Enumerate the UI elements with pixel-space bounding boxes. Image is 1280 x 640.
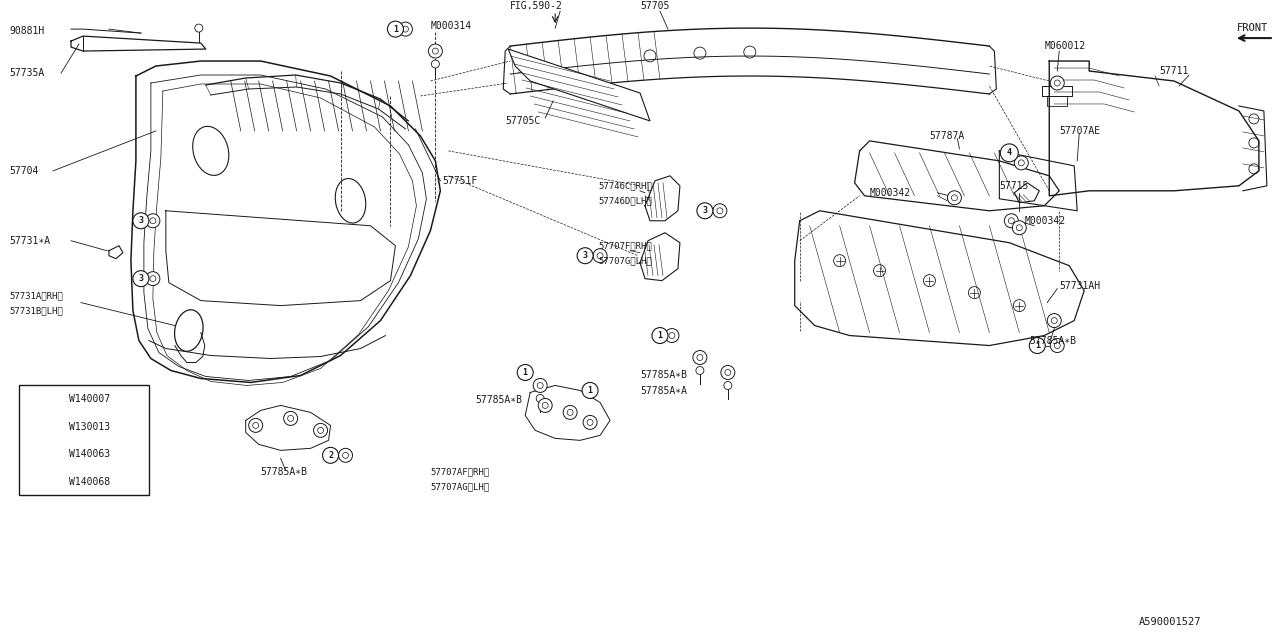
Circle shape [536,394,544,403]
Text: 1: 1 [522,368,527,377]
Text: 1: 1 [1034,341,1039,350]
Circle shape [1001,144,1019,162]
Circle shape [1014,156,1028,170]
Circle shape [1029,337,1046,353]
Circle shape [429,44,443,58]
Text: 1: 1 [588,386,593,395]
Circle shape [692,351,707,365]
Text: 57705C: 57705C [506,116,540,126]
Text: A590001527: A590001527 [1139,617,1202,627]
Text: 57711: 57711 [1160,66,1188,76]
Text: 1: 1 [37,395,42,404]
Text: 57785A∗B: 57785A∗B [261,467,307,477]
Circle shape [538,399,552,412]
Circle shape [593,249,607,262]
Circle shape [388,21,403,37]
Text: M000314: M000314 [430,21,471,31]
Text: FRONT: FRONT [1236,23,1268,33]
Text: 1: 1 [393,24,398,33]
Circle shape [248,419,262,433]
Circle shape [31,418,49,436]
Text: 57731B〈LH〉: 57731B〈LH〉 [9,306,63,315]
Text: 57746D〈LH〉: 57746D〈LH〉 [598,196,652,205]
Text: 2: 2 [328,451,333,460]
Text: 4: 4 [1007,148,1011,157]
Polygon shape [508,49,650,121]
Circle shape [696,367,704,374]
Circle shape [338,449,352,462]
Bar [19,385,148,495]
Text: 57785A∗A: 57785A∗A [640,387,687,396]
Text: 57731∗A: 57731∗A [9,236,50,246]
Circle shape [534,378,547,392]
Text: 57707AE: 57707AE [1060,126,1101,136]
Circle shape [31,472,49,490]
Text: W140007: W140007 [69,394,110,404]
Text: 3: 3 [138,216,143,225]
Text: W140068: W140068 [69,477,110,486]
Circle shape [721,365,735,380]
Circle shape [696,203,713,219]
Text: 1: 1 [658,331,663,340]
Circle shape [1012,221,1027,235]
Text: 57731A〈RH〉: 57731A〈RH〉 [9,291,63,300]
Circle shape [146,214,160,228]
Circle shape [31,390,49,408]
Circle shape [31,445,49,463]
Circle shape [652,328,668,344]
Circle shape [133,271,148,287]
Text: M000342: M000342 [869,188,910,198]
Circle shape [664,328,678,342]
Circle shape [431,60,439,68]
Text: 57731AH: 57731AH [1060,280,1101,291]
Circle shape [563,405,577,419]
Circle shape [398,22,412,36]
Circle shape [1051,76,1064,90]
Text: W140063: W140063 [69,449,110,459]
Text: 57707AF〈RH〉: 57707AF〈RH〉 [430,468,489,477]
Text: M000342: M000342 [1024,216,1065,226]
Text: 2: 2 [37,422,42,431]
Circle shape [713,204,727,218]
Text: 57704: 57704 [9,166,38,176]
Text: 90881H: 90881H [9,26,45,36]
Text: 57707G〈LH〉: 57707G〈LH〉 [598,256,652,265]
Circle shape [1051,339,1064,353]
Circle shape [1047,314,1061,328]
Circle shape [195,24,202,32]
Circle shape [323,447,338,463]
Text: W130013: W130013 [69,422,110,431]
Text: 57705: 57705 [640,1,669,11]
Circle shape [577,248,593,264]
Text: 57787A: 57787A [929,131,965,141]
Circle shape [284,412,298,426]
Circle shape [947,191,961,205]
Circle shape [314,424,328,437]
Text: 3: 3 [703,206,708,215]
Text: 57735A: 57735A [9,68,45,78]
Circle shape [517,365,534,380]
Text: 4: 4 [37,477,42,486]
Circle shape [146,271,160,285]
Text: 57751F: 57751F [443,176,477,186]
Circle shape [724,381,732,390]
Text: M060012: M060012 [1044,41,1085,51]
Circle shape [584,415,596,429]
Circle shape [133,212,148,228]
Text: FIG.590-2: FIG.590-2 [511,1,563,11]
Text: 3: 3 [37,449,42,459]
Text: 57746C〈RH〉: 57746C〈RH〉 [598,181,652,190]
Text: 3: 3 [138,274,143,283]
Text: 57785A∗B: 57785A∗B [475,396,522,405]
Text: 57707AG〈LH〉: 57707AG〈LH〉 [430,483,489,492]
Text: 57785A∗B: 57785A∗B [640,371,687,380]
Text: 57785A∗B: 57785A∗B [1029,335,1076,346]
Text: 57707F〈RH〉: 57707F〈RH〉 [598,241,652,250]
Text: 57715: 57715 [1000,181,1029,191]
Circle shape [582,383,598,399]
Circle shape [1005,214,1019,228]
Text: 3: 3 [582,251,588,260]
